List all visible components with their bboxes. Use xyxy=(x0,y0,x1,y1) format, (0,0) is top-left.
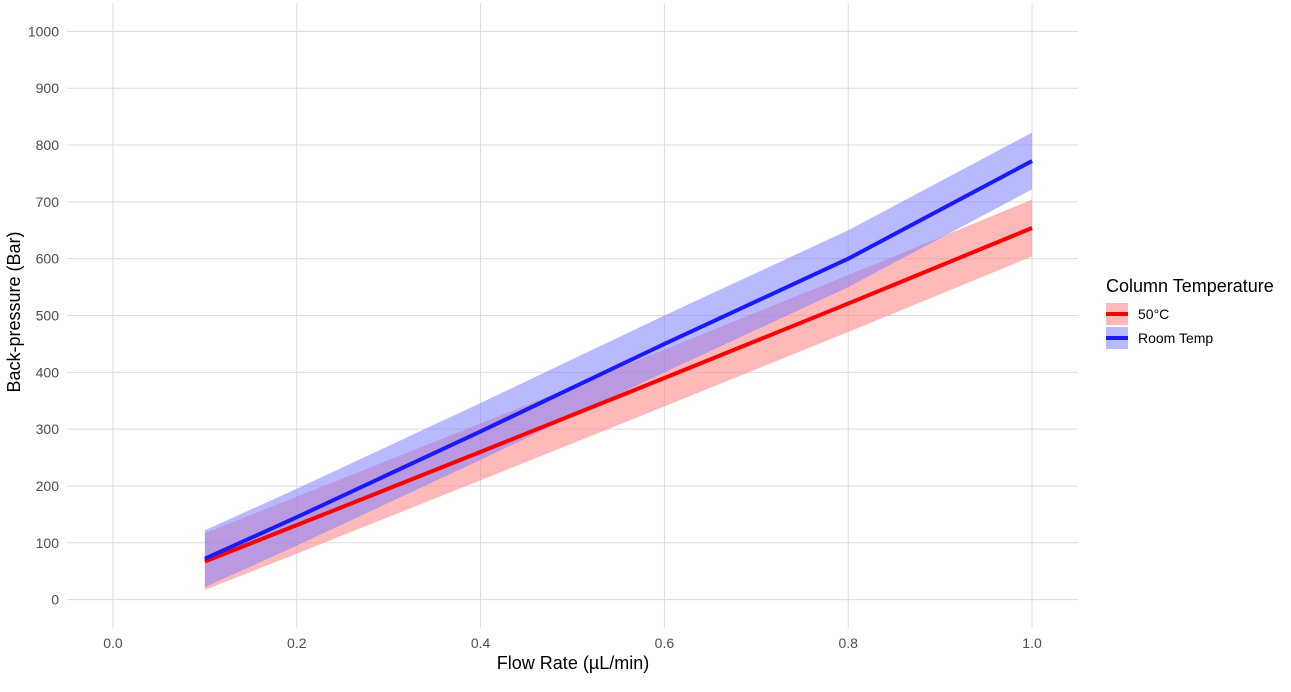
y-tick-label: 200 xyxy=(36,478,60,494)
legend-items: 50°C Room Temp xyxy=(1106,303,1213,349)
legend-label: Room Temp xyxy=(1138,330,1213,346)
y-axis-ticks: 0 100 200 300 400 500 600 700 800 900 1000 xyxy=(28,23,59,607)
legend-title: Column Temperature xyxy=(1106,276,1274,296)
legend: Column Temperature 50°C Room Temp xyxy=(1106,276,1274,349)
y-tick-label: 300 xyxy=(36,421,60,437)
y-tick-label: 400 xyxy=(36,364,60,380)
series-line-room-temp xyxy=(204,159,1033,561)
y-tick-label: 700 xyxy=(36,194,60,210)
series-line-50-c xyxy=(204,226,1033,564)
x-tick-label: 0.6 xyxy=(655,635,675,651)
x-tick-label: 1.0 xyxy=(1022,635,1042,651)
y-tick-label: 0 xyxy=(51,592,59,608)
x-tick-label: 0.0 xyxy=(103,635,123,651)
y-tick-label: 500 xyxy=(36,308,60,324)
y-tick-label: 900 xyxy=(36,80,60,96)
x-axis-ticks: 0.0 0.2 0.4 0.6 0.8 1.0 xyxy=(103,635,1042,651)
y-tick-label: 1000 xyxy=(28,23,59,39)
x-tick-label: 0.4 xyxy=(471,635,491,651)
y-tick-label: 800 xyxy=(36,137,60,153)
x-tick-label: 0.2 xyxy=(287,635,307,651)
legend-label: 50°C xyxy=(1138,306,1169,322)
y-tick-label: 100 xyxy=(36,535,60,551)
x-tick-label: 0.8 xyxy=(838,635,858,651)
confidence-ribbons xyxy=(204,132,1033,590)
x-axis-title: Flow Rate (µL/min) xyxy=(497,653,649,673)
y-tick-label: 600 xyxy=(36,251,60,267)
series-lines xyxy=(204,159,1033,564)
ribbon-room-temp xyxy=(204,132,1033,588)
legend-item-room-temp: Room Temp xyxy=(1106,327,1213,349)
y-axis-title: Back-pressure (Bar) xyxy=(4,231,24,392)
legend-item-50-c: 50°C xyxy=(1106,303,1169,325)
